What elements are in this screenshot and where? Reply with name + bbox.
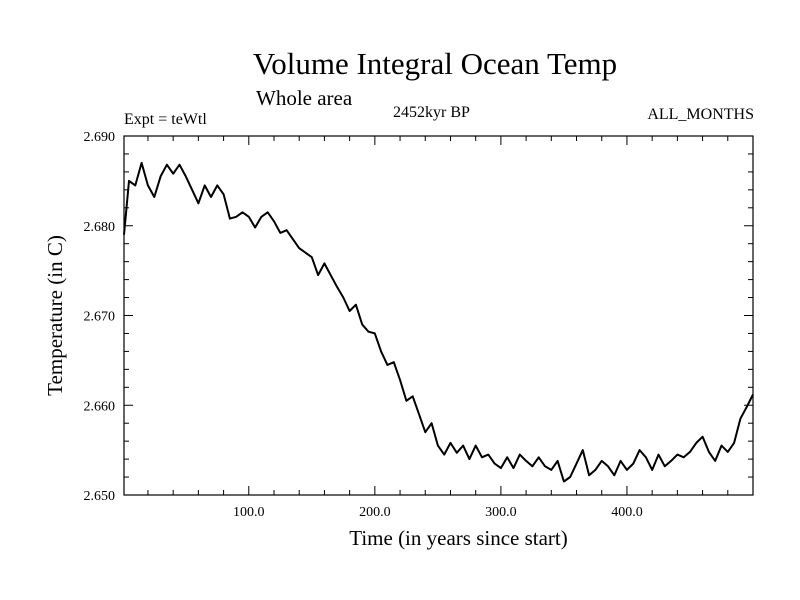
series-line	[123, 161, 754, 483]
axis-ticks	[124, 136, 753, 495]
experiment-label: Expt = teWtl	[124, 111, 207, 128]
months-label: ALL_MONTHS	[647, 106, 754, 123]
x-tick-label: 200.0	[359, 505, 391, 520]
y-tick-label: 2.690	[84, 130, 116, 145]
x-tick-label: 400.0	[611, 505, 643, 520]
x-tick-label: 100.0	[233, 505, 265, 520]
tick-labels: 100.0 200.0 300.0 400.0 2.650 2.660 2.670 2.680…	[84, 130, 643, 520]
chart-title: Volume Integral Ocean Temp	[252, 46, 618, 81]
era-label: 2452kyr BP	[393, 104, 470, 121]
x-tick-label: 300.0	[485, 505, 517, 520]
y-axis-label: Temperature (in C)	[43, 235, 67, 396]
chart-subtitle: Whole area	[256, 86, 353, 110]
x-axis-label: Time (in years since start)	[349, 526, 568, 550]
y-tick-label: 2.680	[84, 220, 116, 235]
y-tick-label: 2.670	[84, 310, 116, 325]
y-tick-label: 2.660	[84, 399, 116, 414]
y-tick-label: 2.650	[84, 489, 116, 504]
plot-frame	[123, 135, 754, 496]
